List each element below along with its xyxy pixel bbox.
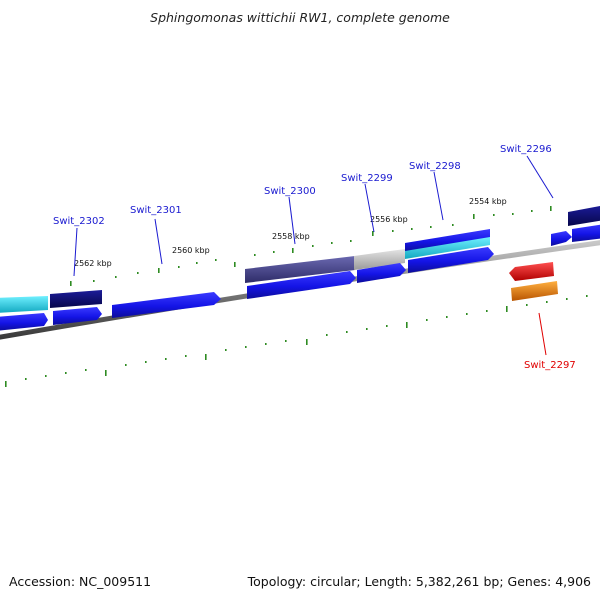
leader-swit-2296 xyxy=(526,155,554,199)
scale-labels: 2562 kbp 2560 kbp 2558 kbp 2556 kbp 2554… xyxy=(74,197,507,268)
leader-swit-2300 xyxy=(288,196,296,245)
gene-label-swit-2299[interactable]: Swit_2299 xyxy=(341,173,393,184)
label-leaders xyxy=(73,155,554,356)
scale-label-2558: 2558 kbp xyxy=(272,232,310,241)
gene-feature-blue-2298[interactable] xyxy=(405,229,490,252)
gene-label-swit-2302[interactable]: Swit_2302 xyxy=(53,216,105,227)
gene-feature-cyan-2298[interactable] xyxy=(405,237,490,259)
leader-swit-2299 xyxy=(364,183,375,233)
gene-feature-navy-2296[interactable] xyxy=(568,205,600,226)
gene-arrow-blue-2299[interactable] xyxy=(357,263,406,283)
gene-arrow-blue-right[interactable] xyxy=(572,224,600,242)
scale-ticks xyxy=(70,206,552,286)
leader-swit-2298 xyxy=(433,171,444,221)
scale-label-2554: 2554 kbp xyxy=(469,197,507,206)
forward-track-upper xyxy=(0,205,600,313)
scale-label-2562: 2562 kbp xyxy=(74,259,112,268)
gene-arrow-blue-2296[interactable] xyxy=(551,231,572,246)
scale-label-2560: 2560 kbp xyxy=(172,246,210,255)
gene-arrow-blue-2302[interactable] xyxy=(53,307,102,325)
forward-track-lower xyxy=(0,224,600,331)
genome-title: Sphingomonas wittichii RW1, complete gen… xyxy=(150,10,450,25)
gene-label-swit-2296[interactable]: Swit_2296 xyxy=(500,144,552,155)
gene-arrow-blue-2301[interactable] xyxy=(112,292,221,318)
gene-arrow-red-2297[interactable] xyxy=(509,262,554,281)
gene-arrow-blue-left[interactable] xyxy=(0,313,48,331)
accession-text: Accession: NC_009511 xyxy=(9,574,151,589)
gene-labels: Swit_2302 Swit_2301 Swit_2300 Swit_2299 … xyxy=(53,144,576,371)
scale-label-2556: 2556 kbp xyxy=(370,215,408,224)
gene-label-swit-2297[interactable]: Swit_2297 xyxy=(524,360,576,371)
gene-arrow-blue-2298[interactable] xyxy=(408,247,494,273)
inner-ticks xyxy=(5,295,588,387)
leader-swit-2302 xyxy=(73,227,78,277)
topology-text: Topology: circular; Length: 5,382,261 bp… xyxy=(247,574,591,589)
gene-arrow-blue-2300[interactable] xyxy=(247,271,356,299)
gene-label-swit-2298[interactable]: Swit_2298 xyxy=(409,161,461,172)
reverse-track xyxy=(509,262,558,301)
gene-label-swit-2300[interactable]: Swit_2300 xyxy=(264,186,316,197)
gene-label-swit-2301[interactable]: Swit_2301 xyxy=(130,205,182,216)
gene-feature-orange-2297[interactable] xyxy=(511,281,558,301)
gene-feature-slate-2300[interactable] xyxy=(245,256,355,283)
leader-swit-2297 xyxy=(538,312,547,356)
leader-swit-2301 xyxy=(154,218,163,265)
gene-feature-navy-2302[interactable] xyxy=(50,290,102,308)
gene-feature-cyan-left[interactable] xyxy=(0,296,48,313)
